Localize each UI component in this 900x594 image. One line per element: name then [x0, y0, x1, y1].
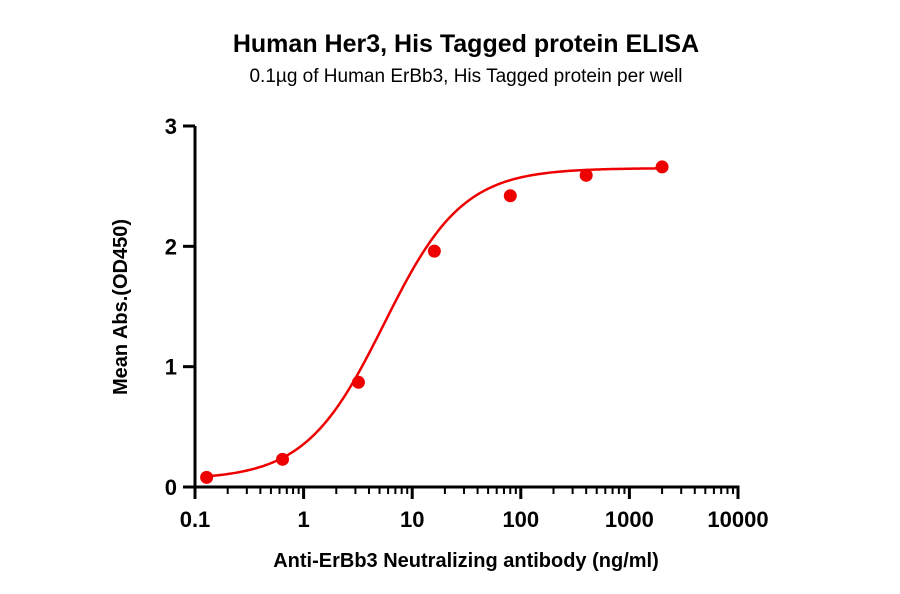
y-tick-label-1: 1	[165, 355, 177, 380]
x-tick-label-3: 100	[502, 507, 539, 532]
x-tick-label-4: 1000	[605, 507, 654, 532]
fit-curve	[206, 167, 663, 478]
y-tick-label-3: 3	[165, 114, 177, 139]
y-tick-label-0: 0	[165, 475, 177, 500]
chart-subtitle: 0.1µg of Human ErBb3, His Tagged protein…	[249, 66, 682, 87]
data-point-1	[276, 452, 290, 466]
x-axis-title: Anti-ErBb3 Neutralizing antibody (ng/ml)	[273, 550, 659, 572]
data-point-4	[503, 189, 517, 203]
fit-curve-layer	[206, 167, 663, 478]
data-point-0	[200, 470, 214, 484]
x-tick-label-2: 10	[400, 507, 424, 532]
x-tick-label-0: 0.1	[180, 507, 211, 532]
y-axis: 0 1 2 3	[165, 114, 197, 500]
data-point-5	[579, 168, 593, 182]
chart-title: Human Her3, His Tagged protein ELISA	[233, 30, 699, 58]
data-point-2	[351, 375, 365, 389]
y-tick-label-2: 2	[165, 234, 177, 259]
data-points	[200, 160, 669, 484]
x-tick-label-5: 10000	[707, 507, 768, 532]
y-axis-title: Mean Abs.(OD450)	[110, 219, 132, 395]
x-axis: 0.1 1 10 100 1000 10000	[180, 485, 769, 532]
data-point-6	[655, 160, 669, 174]
x-tick-label-1: 1	[297, 507, 309, 532]
data-point-3	[427, 244, 441, 258]
